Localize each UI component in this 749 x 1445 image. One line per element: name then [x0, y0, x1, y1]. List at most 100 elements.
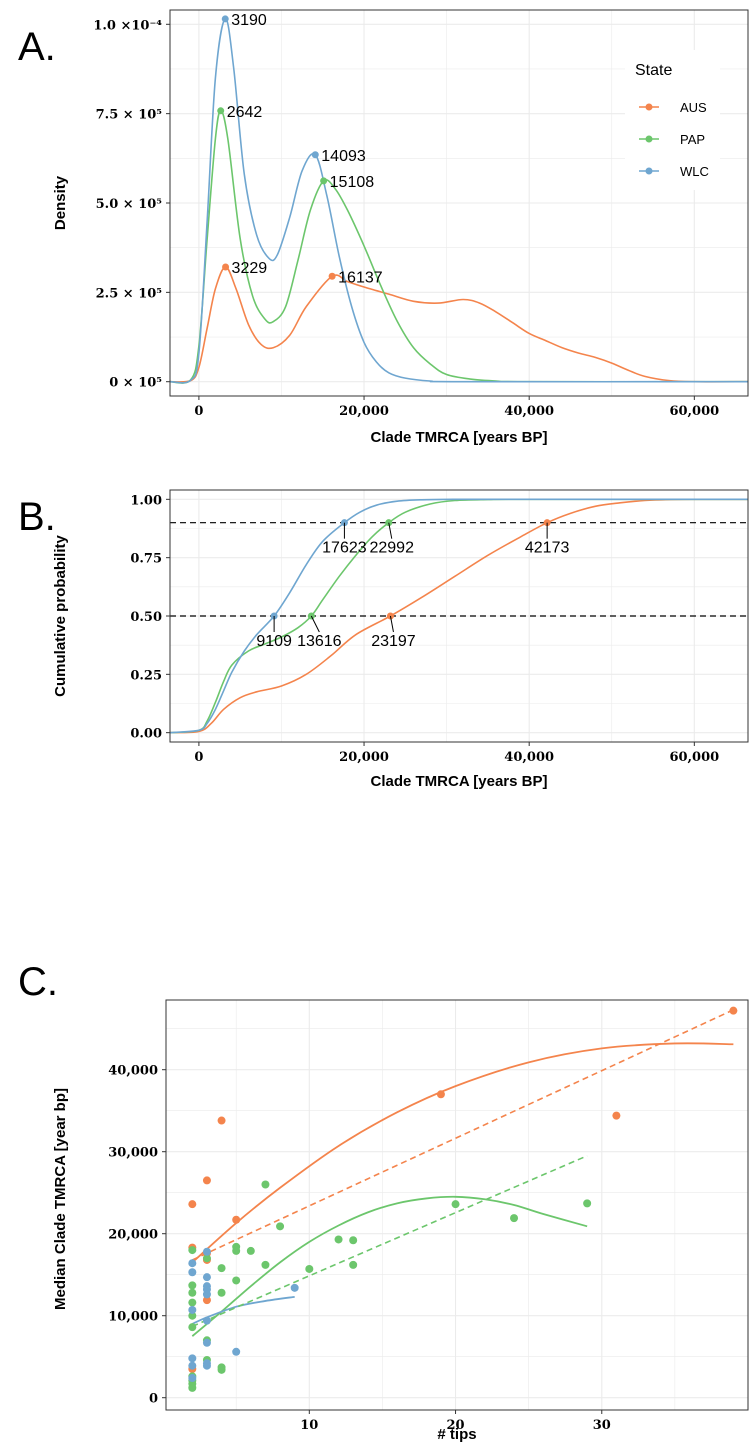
panel-c-points: [188, 1006, 738, 1392]
panel-a-x-axis-title: Clade TMRCA [years BP]: [371, 429, 548, 446]
peak-label: 3229: [232, 260, 268, 277]
peak-label: 15108: [330, 174, 375, 191]
point-aus: [188, 1200, 197, 1209]
panel-b-x-ticks: 0 20,000 40,000 60,000: [194, 742, 719, 765]
legend-label-wlc: WLC: [680, 164, 709, 179]
panel-b-y-ticks: 0.00 0.25 0.50 0.75 1.00: [130, 493, 170, 742]
marker-wlc: [221, 15, 229, 23]
panel-c-y-axis-title: Median Clade TMRCA [year bp]: [52, 1088, 69, 1310]
point-aus: [436, 1090, 445, 1099]
marker-pap: [320, 177, 328, 185]
panel-c-y-ticks: 0 10,000 20,000 30,000 40,000: [108, 1064, 166, 1407]
point-wlc: [202, 1316, 211, 1325]
quantile-label: 42173: [525, 540, 570, 557]
point-pap: [217, 1264, 226, 1273]
series-line-aus: [169, 498, 749, 734]
quantile-label: 9109: [256, 633, 292, 650]
legend-entry-pap: PAP: [639, 132, 705, 147]
loess-fit-wlc: [191, 1295, 295, 1325]
point-aus: [232, 1215, 241, 1224]
legend-dot-aus: [645, 103, 653, 111]
point-wlc: [188, 1374, 197, 1383]
point-wlc: [202, 1338, 211, 1347]
point-pap: [188, 1383, 197, 1392]
panel-a-x-ticks: 0 20,000 40,000 60,000: [194, 396, 719, 419]
x-tick-label: 30: [593, 1418, 611, 1433]
y-tick-label: 2.5 × 10⁵: [96, 286, 163, 301]
point-wlc: [188, 1354, 197, 1363]
marker-aus: [222, 263, 230, 271]
panel-b: B. 17623 22992 42173 9109 13616 23197 0 20,000…: [18, 489, 749, 790]
y-tick-label: 0.50: [130, 610, 162, 625]
point-wlc: [290, 1283, 299, 1292]
point-wlc: [188, 1259, 197, 1268]
legend-label-pap: PAP: [680, 132, 705, 147]
point-aus: [202, 1296, 211, 1305]
legend-entry-wlc: WLC: [639, 164, 709, 179]
panel-b-letter: B.: [18, 495, 56, 539]
label-leader: [310, 615, 320, 633]
panel-a: A. 3190 2642 14093 15108 3229 16137 0 20,000 40…: [18, 9, 749, 446]
y-tick-label: 5.0 × 10⁵: [96, 197, 163, 212]
panel-b-series: [169, 498, 749, 734]
point-pap: [188, 1288, 197, 1297]
y-tick-label: 20,000: [108, 1228, 158, 1243]
x-tick-label: 20,000: [339, 404, 389, 419]
panel-c-x-axis-title: # tips: [437, 1426, 476, 1443]
y-tick-label: 1.00: [130, 493, 162, 508]
point-wlc: [202, 1273, 211, 1282]
panel-c-frame: [165, 999, 749, 1411]
point-pap: [583, 1199, 592, 1208]
y-tick-label: 1.0 ×10⁻⁴: [93, 18, 162, 33]
x-tick-label: 60,000: [669, 404, 719, 419]
panel-c-fit-lines: [191, 1009, 734, 1337]
series-line-pap: [169, 498, 749, 734]
quantile-label: 22992: [369, 540, 414, 557]
point-pap: [349, 1236, 358, 1245]
point-aus: [217, 1116, 226, 1125]
quantile-label: 17623: [322, 540, 367, 557]
y-tick-label: 0.25: [130, 668, 162, 683]
panel-c-letter: C.: [18, 960, 58, 1004]
legend-dot-wlc: [645, 167, 653, 175]
peak-label: 14093: [321, 148, 366, 165]
y-tick-label: 0: [149, 1392, 158, 1407]
point-pap: [217, 1365, 226, 1374]
y-tick-label: 10,000: [108, 1310, 158, 1325]
panel-c-x-ticks: 10 20 30: [300, 1410, 611, 1433]
marker-pap: [217, 107, 225, 115]
legend-box: [625, 50, 720, 190]
label-leader: [388, 522, 393, 539]
panel-c: C. 10 20 30 0 10,000 20,000 30,000 40,000 # ti…: [18, 960, 749, 1443]
quantile-label: 23197: [371, 633, 416, 650]
point-pap: [451, 1200, 460, 1209]
point-aus: [612, 1111, 621, 1120]
series-line-aus: [169, 266, 749, 383]
legend-label-aus: AUS: [680, 100, 707, 115]
point-pap: [232, 1276, 241, 1285]
x-tick-label: 0: [194, 750, 203, 765]
point-pap: [217, 1288, 226, 1297]
point-pap: [188, 1311, 197, 1320]
point-pap: [188, 1281, 197, 1290]
point-pap: [305, 1264, 314, 1273]
panel-b-reference-lines: [170, 522, 748, 617]
quantile-label: 13616: [297, 633, 342, 650]
point-aus: [202, 1176, 211, 1185]
y-tick-label: 0 × 10⁵: [109, 376, 162, 391]
legend: State AUS PAP WLC: [625, 50, 720, 190]
point-pap: [276, 1222, 285, 1231]
y-tick-label: 7.5 × 10⁵: [96, 108, 163, 123]
series-line-wlc: [169, 18, 749, 384]
panel-b-y-axis-title: Cumulative probability: [52, 535, 69, 697]
point-wlc: [188, 1268, 197, 1277]
y-tick-label: 40,000: [108, 1064, 158, 1079]
point-pap: [246, 1246, 255, 1255]
point-wlc: [202, 1247, 211, 1256]
point-wlc: [202, 1361, 211, 1370]
peak-label: 16137: [338, 269, 383, 286]
linear-fit-pap: [192, 1155, 588, 1328]
peak-label: 3190: [231, 12, 267, 29]
panel-a-series: [169, 18, 749, 384]
point-aus: [729, 1006, 738, 1015]
